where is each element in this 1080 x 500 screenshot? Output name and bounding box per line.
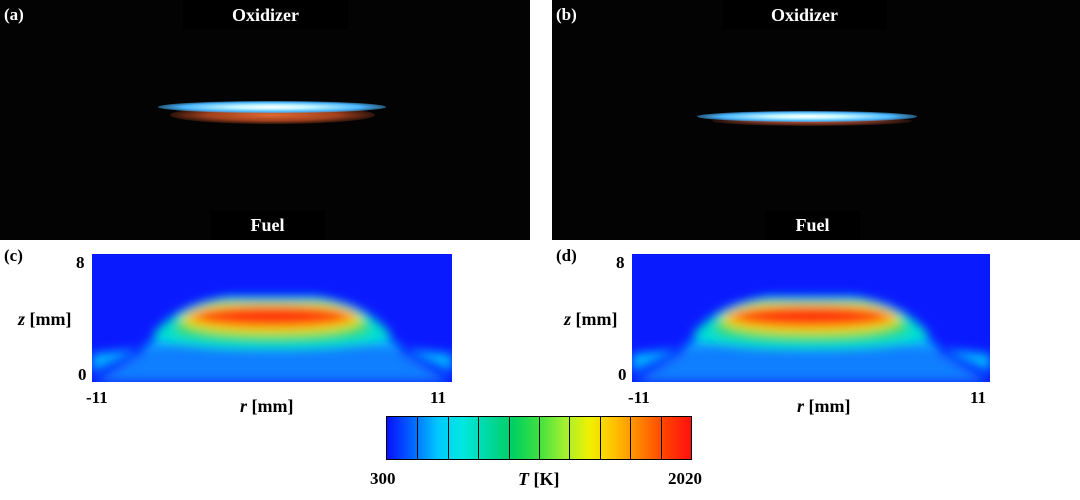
- z-tick-top-c: 8: [76, 253, 85, 272]
- z-tick-bottom-c: 0: [78, 365, 87, 384]
- r-tick-left-d: -11: [628, 388, 650, 407]
- colorbar-title: T [K]: [518, 469, 560, 490]
- panel-label-d: (d): [556, 246, 577, 265]
- r-axis-label-c: r [mm]: [240, 396, 294, 417]
- r-tick-right-d: 11: [970, 388, 987, 407]
- z-axis-unit-c: [mm]: [29, 309, 72, 329]
- colorbar-var: T: [518, 469, 529, 489]
- fuel-label-b: Fuel: [765, 210, 860, 240]
- r-axis-var-d: r: [797, 396, 805, 416]
- flame-blue-sheet-a: [158, 101, 386, 113]
- oxidizer-label-b: Oxidizer: [722, 0, 887, 30]
- colorbar-division: [478, 417, 480, 459]
- r-axis-unit-c: [mm]: [251, 396, 294, 416]
- r-axis-label-d: r [mm]: [797, 396, 851, 417]
- z-tick-bottom-d: 0: [618, 365, 627, 384]
- colorbar-division: [447, 417, 449, 459]
- colorbar-unit: [K]: [533, 469, 560, 489]
- colorbar-min-label: 300: [370, 469, 396, 488]
- colorbar-division: [630, 417, 632, 459]
- r-tick-left-c: -11: [86, 388, 108, 407]
- colorbar-division: [508, 417, 510, 459]
- panel-label-a: (a): [4, 5, 24, 24]
- r-axis-var-c: r: [240, 396, 248, 416]
- flame-photo-a: (a) Oxidizer Fuel: [0, 0, 530, 240]
- z-axis-var-c: z: [18, 309, 26, 329]
- r-tick-right-c: 11: [430, 388, 447, 407]
- colorbar-division: [539, 417, 540, 459]
- r-axis-unit-d: [mm]: [808, 396, 851, 416]
- fuel-label-a: Fuel: [210, 210, 325, 240]
- colorbar-division: [569, 417, 571, 459]
- oxidizer-label-a: Oxidizer: [183, 0, 348, 30]
- z-tick-top-d: 8: [616, 253, 625, 272]
- colorbar-division: [660, 417, 662, 459]
- panel-label-c: (c): [4, 246, 23, 265]
- z-axis-label-d: z [mm]: [564, 309, 618, 330]
- temperature-field-d: [632, 254, 990, 382]
- z-axis-unit-d: [mm]: [575, 309, 618, 329]
- colorbar-division: [417, 417, 419, 459]
- flame-photo-b: (b) Oxidizer Fuel: [552, 0, 1080, 240]
- z-axis-label-c: z [mm]: [18, 309, 72, 330]
- temperature-field-c: [92, 254, 452, 382]
- panel-label-b: (b): [556, 5, 577, 24]
- colorbar-max-label: 2020: [668, 469, 702, 488]
- temperature-colorbar: [386, 416, 692, 460]
- flame-blue-sheet-b: [697, 111, 917, 122]
- colorbar-division: [599, 417, 601, 459]
- z-axis-var-d: z: [564, 309, 572, 329]
